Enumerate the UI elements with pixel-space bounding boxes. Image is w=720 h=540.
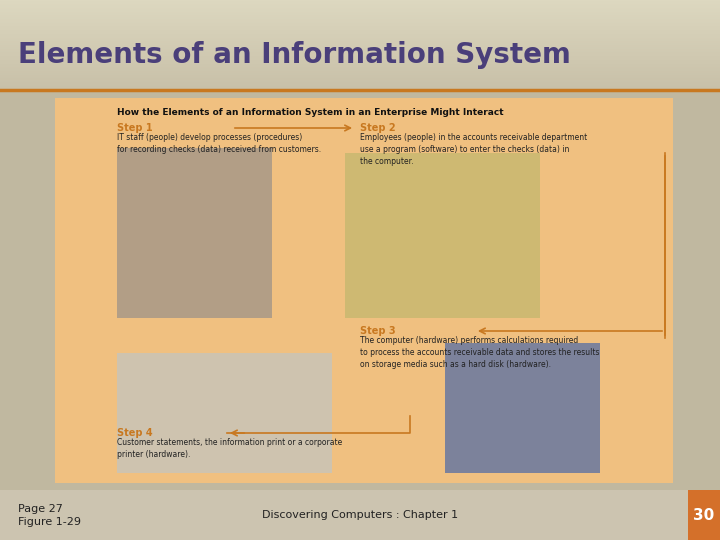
Bar xyxy=(55,98,673,483)
Text: How the Elements of an Information System in an Enterprise Might Interact: How the Elements of an Information Syste… xyxy=(117,108,503,117)
Text: IT staff (people) develop processes (procedures)
for recording checks (data) rec: IT staff (people) develop processes (pro… xyxy=(117,133,321,154)
Text: Step 4: Step 4 xyxy=(117,428,153,438)
Bar xyxy=(0,490,720,540)
Text: The computer (hardware) performs calculations required
to process the accounts r: The computer (hardware) performs calcula… xyxy=(360,336,600,369)
Text: Step 1: Step 1 xyxy=(117,123,153,133)
Text: Employees (people) in the accounts receivable department
use a program (software: Employees (people) in the accounts recei… xyxy=(360,133,588,166)
Bar xyxy=(345,153,540,318)
Bar xyxy=(117,148,272,318)
Text: Step 2: Step 2 xyxy=(360,123,395,133)
Text: 30: 30 xyxy=(693,508,715,523)
Bar xyxy=(445,343,600,473)
Text: Discovering Computers : Chapter 1: Discovering Computers : Chapter 1 xyxy=(262,510,458,520)
Bar xyxy=(688,490,720,540)
Text: Customer statements, the information print or a corporate
printer (hardware).: Customer statements, the information pri… xyxy=(117,438,342,459)
Text: Figure 1-29: Figure 1-29 xyxy=(18,517,81,527)
Text: Page 27: Page 27 xyxy=(18,504,63,514)
Text: Step 3: Step 3 xyxy=(360,326,395,336)
Bar xyxy=(117,353,332,473)
Text: Elements of an Information System: Elements of an Information System xyxy=(18,41,571,69)
